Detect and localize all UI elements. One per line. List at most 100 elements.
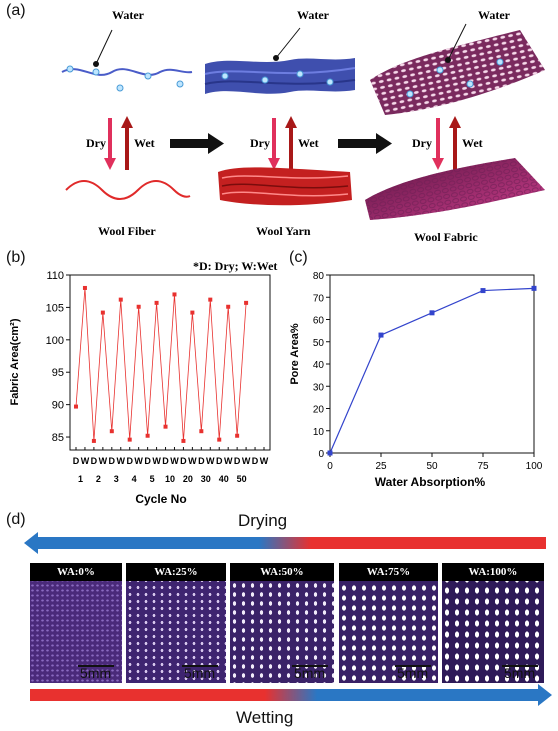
dry-label-fabric: Dry [412,136,432,150]
wet-label-yarn: Wet [298,136,319,150]
chart-b-ytick-label: 110 [46,270,64,282]
chart-c-ylabel: Pore Area% [289,323,301,385]
chart-b-point [82,285,87,290]
chart-b-cycle-label: 50 [237,474,247,484]
chart-b-point [109,429,114,434]
chart-b-frame [69,274,271,451]
photo-wa-0: WA:0% 5mm [30,563,122,683]
chart-b-cycle-label: 3 [114,474,119,484]
dry-label-fiber: Dry [86,136,106,150]
scale-label: 5mm [504,665,536,681]
chart-b-point [145,433,150,438]
dry-wet-arrows [104,116,461,170]
chart-c-point [429,310,435,316]
chart-b-cycle-label: 5 [150,474,155,484]
chart-b-xtick-label: W [99,456,108,466]
chart-c-point [480,288,486,294]
chart-b-ylabel: Fabric Area(cm²) [9,318,21,405]
dry-fabric-drawing [365,158,545,220]
chart-c-ytick-label: 50 [313,338,325,349]
scale-bar [78,665,114,667]
chart-c-ytick-label: 20 [313,405,325,416]
chart-b-point [127,437,132,442]
panel-b-label: (b) [6,249,26,266]
chart-b-point [217,437,222,442]
chart-b-point [235,433,240,438]
chart-c-xtick-label: 75 [477,461,489,472]
chart-c-frame [329,274,535,454]
chart-c-ytick-label: 30 [313,382,325,393]
chart-b-xtick-label: D [216,456,223,466]
chart-b-point [181,438,186,443]
wetting-label: Wetting [236,708,294,727]
scale-bar [502,665,538,667]
photo-title: WA:100% [442,563,544,581]
chart-c-ytick-label: 40 [313,360,325,371]
chart-b-point [244,300,249,305]
photo-title: WA:0% [30,563,122,581]
chart-b-ytick-label: 100 [46,335,64,347]
wet-fabric-drawing [370,23,545,115]
photo-wa-25: WA:25% 5mm [126,563,226,683]
chart-b-xtick-label: W [81,456,90,466]
chart-b-xtick-label: D [252,456,259,466]
chart-b-xtick-label: D [180,456,187,466]
chart-b-point [163,424,168,429]
chart-b-xtick-label: W [206,456,215,466]
chart-b-ytick-label: 105 [46,302,64,314]
chart-b-point [136,304,141,309]
chart-b-xtick-label: D [91,456,98,466]
chart-b-point [100,310,105,315]
water-label-fiber: Water [112,8,144,22]
wool-yarn-caption: Wool Yarn [256,224,311,238]
wetting-arrow [30,684,552,706]
chart-b-point [74,404,78,409]
chart-b-xtick-label: W [117,456,126,466]
chart-b-cycle-label: 1 [78,474,83,484]
scale-bar [292,665,328,667]
chart-c-xtick-label: 50 [426,461,438,472]
chart-b-cycle-label: 2 [96,474,101,484]
chart-b-point [154,300,159,305]
chart-b-point [190,310,195,315]
photo-title: WA:25% [126,563,226,581]
chart-b-xtick-label: D [234,456,241,466]
chart-b-point [172,292,177,297]
chart-b-xtick-label: D [162,456,169,466]
chart-b-ytick-label: 95 [52,367,64,379]
chart-b-xtick-label: W [170,456,179,466]
chart-c-ytick-label: 80 [313,271,325,282]
chart-b-cycle-label: 10 [165,474,175,484]
chart-c-ytick-label: 10 [313,427,325,438]
panel-d-label: (d) [6,511,26,528]
chart-b-cycle-label: 4 [132,474,137,484]
chart-c-point [531,285,537,291]
chart-b-cycle-label: 20 [183,474,193,484]
scale-label: 5mm [397,665,429,681]
chart-b-xtick-label: W [134,456,143,466]
wet-label-fiber: Wet [134,136,155,150]
chart-b-xlabel: Cycle No [135,492,186,506]
wool-fabric-caption: Wool Fabric [414,230,478,244]
scale-bar [182,665,218,667]
chart-c: 0 10 20 30 40 50 60 70 80 0 25 50 75 100 Pore Area% W… [289,271,543,489]
chart-b-series-line [75,287,247,441]
chart-c-xtick-label: 100 [526,461,543,472]
chart-b-xtick-label: W [260,456,269,466]
panel-a-label: (a) [6,2,26,19]
scale-bar [395,665,431,667]
chart-b-ytick-label: 85 [52,432,64,444]
chart-c-ytick-label: 70 [313,293,325,304]
panel-b-note: *D: Dry; W:Wet [193,259,278,273]
dry-label-yarn: Dry [250,136,270,150]
chart-b-xtick-label: D [73,456,80,466]
photo-wa-100: WA:100% 5mm [442,563,544,683]
chart-b-xtick-label: W [224,456,233,466]
chart-c-xlabel: Water Absorption% [375,475,486,489]
scale-label: 5mm [294,665,326,681]
chart-c-xtick-label: 25 [375,461,387,472]
water-label-yarn: Water [297,8,329,22]
wet-label-fabric: Wet [462,136,483,150]
water-label-fabric: Water [478,8,510,22]
